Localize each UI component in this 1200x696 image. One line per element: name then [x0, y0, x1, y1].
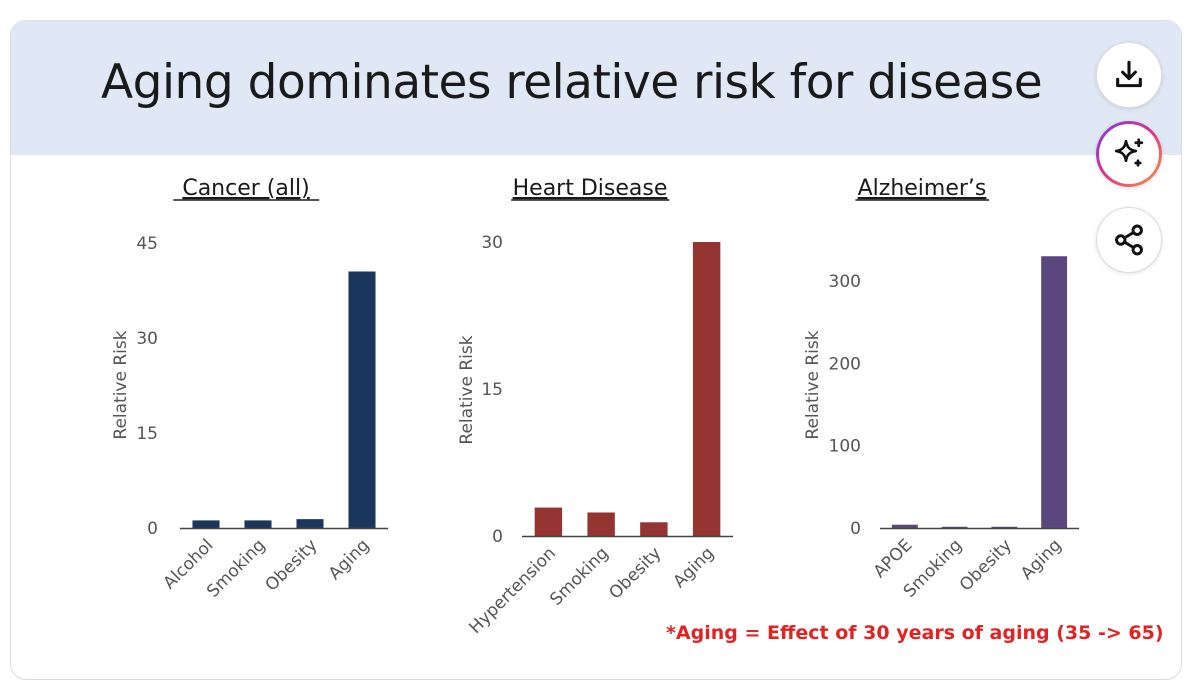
chart-title: Cancer (all) [182, 176, 309, 201]
y-axis-label: Relative Risk [803, 330, 823, 439]
y-tick-label: 15 [136, 424, 158, 444]
slide-card: Aging dominates relative risk for diseas… [10, 20, 1182, 680]
bar-obesity [991, 526, 1018, 528]
y-tick-label: 0 [850, 519, 861, 539]
download-icon [1116, 60, 1142, 88]
bar-aging [348, 271, 376, 528]
bar-smoking [244, 520, 272, 528]
y-axis-label: Relative Risk [457, 335, 477, 444]
share-icon [1115, 224, 1143, 256]
y-axis-label: Relative Risk [111, 330, 131, 439]
slide-title: Aging dominates relative risk for diseas… [101, 55, 1043, 110]
bar-alcohol [192, 520, 220, 528]
y-tick-label: 0 [147, 519, 158, 539]
x-tick-label: APOE [870, 535, 917, 582]
bar-apoe [891, 524, 918, 528]
ai-assist-button[interactable] [1096, 121, 1162, 187]
bar-smoking [587, 512, 615, 536]
x-tick-label: Obesity [956, 535, 1016, 595]
bar-obesity [296, 519, 324, 528]
bar-aging [1041, 256, 1068, 528]
y-tick-label: 45 [136, 234, 158, 254]
chart-title: Heart Disease [513, 176, 668, 201]
y-tick-label: 200 [829, 354, 861, 374]
footnote: *Aging = Effect of 30 years of aging (35… [666, 622, 1164, 644]
y-tick-label: 30 [136, 329, 158, 349]
download-button[interactable] [1096, 42, 1162, 108]
bar-obesity [640, 522, 668, 536]
title-band: Aging dominates relative risk for diseas… [11, 21, 1181, 155]
y-tick-label: 0 [492, 527, 503, 547]
x-tick-label: Aging [1017, 535, 1066, 584]
bar-aging [692, 242, 721, 536]
y-tick-label: 15 [481, 380, 503, 400]
sparkle-icon [1114, 138, 1144, 167]
y-tick-label: 100 [829, 437, 861, 457]
bar-smoking [941, 526, 968, 528]
bar-hypertension [534, 507, 563, 536]
y-tick-label: 30 [481, 233, 503, 253]
chart-title: Alzheimer’s [858, 176, 987, 201]
y-tick-label: 300 [829, 272, 861, 292]
share-button[interactable] [1096, 207, 1162, 273]
